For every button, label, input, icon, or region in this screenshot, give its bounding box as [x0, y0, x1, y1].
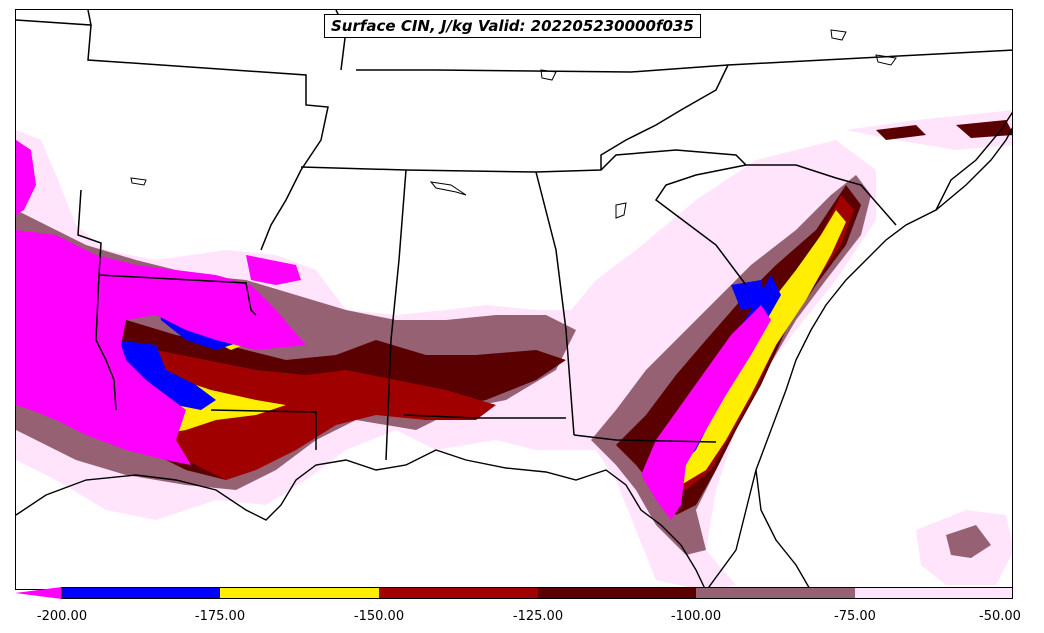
cin-shade-red [96, 340, 496, 480]
state-border-line [356, 64, 729, 73]
lake-outline [830, 29, 847, 41]
coastlines [16, 111, 1012, 589]
state-border-line [210, 409, 317, 450]
florida-coastline [755, 469, 811, 589]
lake-outline [429, 181, 467, 196]
cin-map [16, 10, 1012, 589]
colorbar [15, 587, 1013, 599]
colorbar-bin-light-pink [855, 587, 1013, 599]
cin-shade-magenta [16, 140, 36, 215]
state-border-line [403, 414, 566, 419]
cin-fields [16, 110, 1012, 589]
cin-shade-magenta [641, 305, 771, 520]
lake-outlines [130, 29, 897, 219]
cin-shade-mauve [946, 525, 991, 558]
cin-shade-light-pink [846, 110, 1012, 150]
cin-shade-blue [116, 340, 216, 410]
state-border-line [16, 10, 92, 26]
state-border-line [95, 274, 117, 411]
lake-outline [540, 69, 557, 81]
state-border-line [535, 171, 575, 436]
state-border-line [573, 434, 717, 443]
colorbar-tick-label: -175.00 [194, 609, 246, 624]
cin-shade-magenta [16, 230, 306, 465]
colorbar-bin-red [379, 587, 538, 599]
colorbar-tick-label: -100.00 [670, 609, 722, 624]
cin-shade-blue [731, 280, 766, 310]
colorbar-bin-magenta-arrow [15, 587, 62, 599]
lake-outline [875, 54, 897, 66]
cin-shade-dark-maroon [876, 125, 926, 140]
colorbar-tick-label: -75.00 [834, 609, 876, 624]
colorbar-frame [61, 587, 1013, 599]
state-border-line [300, 149, 897, 226]
gulf-coastline [16, 449, 706, 589]
state-border-line [654, 164, 747, 286]
colorbar-bin-yellow [220, 587, 379, 599]
lake-outline [130, 177, 147, 186]
state-border-line [385, 169, 407, 461]
colorbar-tick-label: -50.00 [979, 609, 1021, 624]
colorbar-bin-dark-maroon [538, 587, 696, 599]
colorbar-tick-label: -200.00 [36, 609, 88, 624]
map-title: Surface CIN, J/kg Valid: 202205230000f03… [324, 14, 701, 38]
atlantic-coastline [706, 127, 1012, 589]
atlantic-coastline [935, 111, 1012, 211]
colorbar-tick-label: -125.00 [512, 609, 564, 624]
lake-outline [615, 202, 627, 219]
colorbar-bin-blue [62, 587, 220, 599]
state-border-line [87, 24, 329, 251]
colorbar-tick-label: -150.00 [353, 609, 405, 624]
state-boundaries [16, 10, 1012, 461]
colorbar-bin-mauve [696, 587, 855, 599]
state-border-line [600, 49, 1012, 170]
cin-shade-magenta [246, 255, 301, 285]
map-panel [15, 9, 1013, 590]
